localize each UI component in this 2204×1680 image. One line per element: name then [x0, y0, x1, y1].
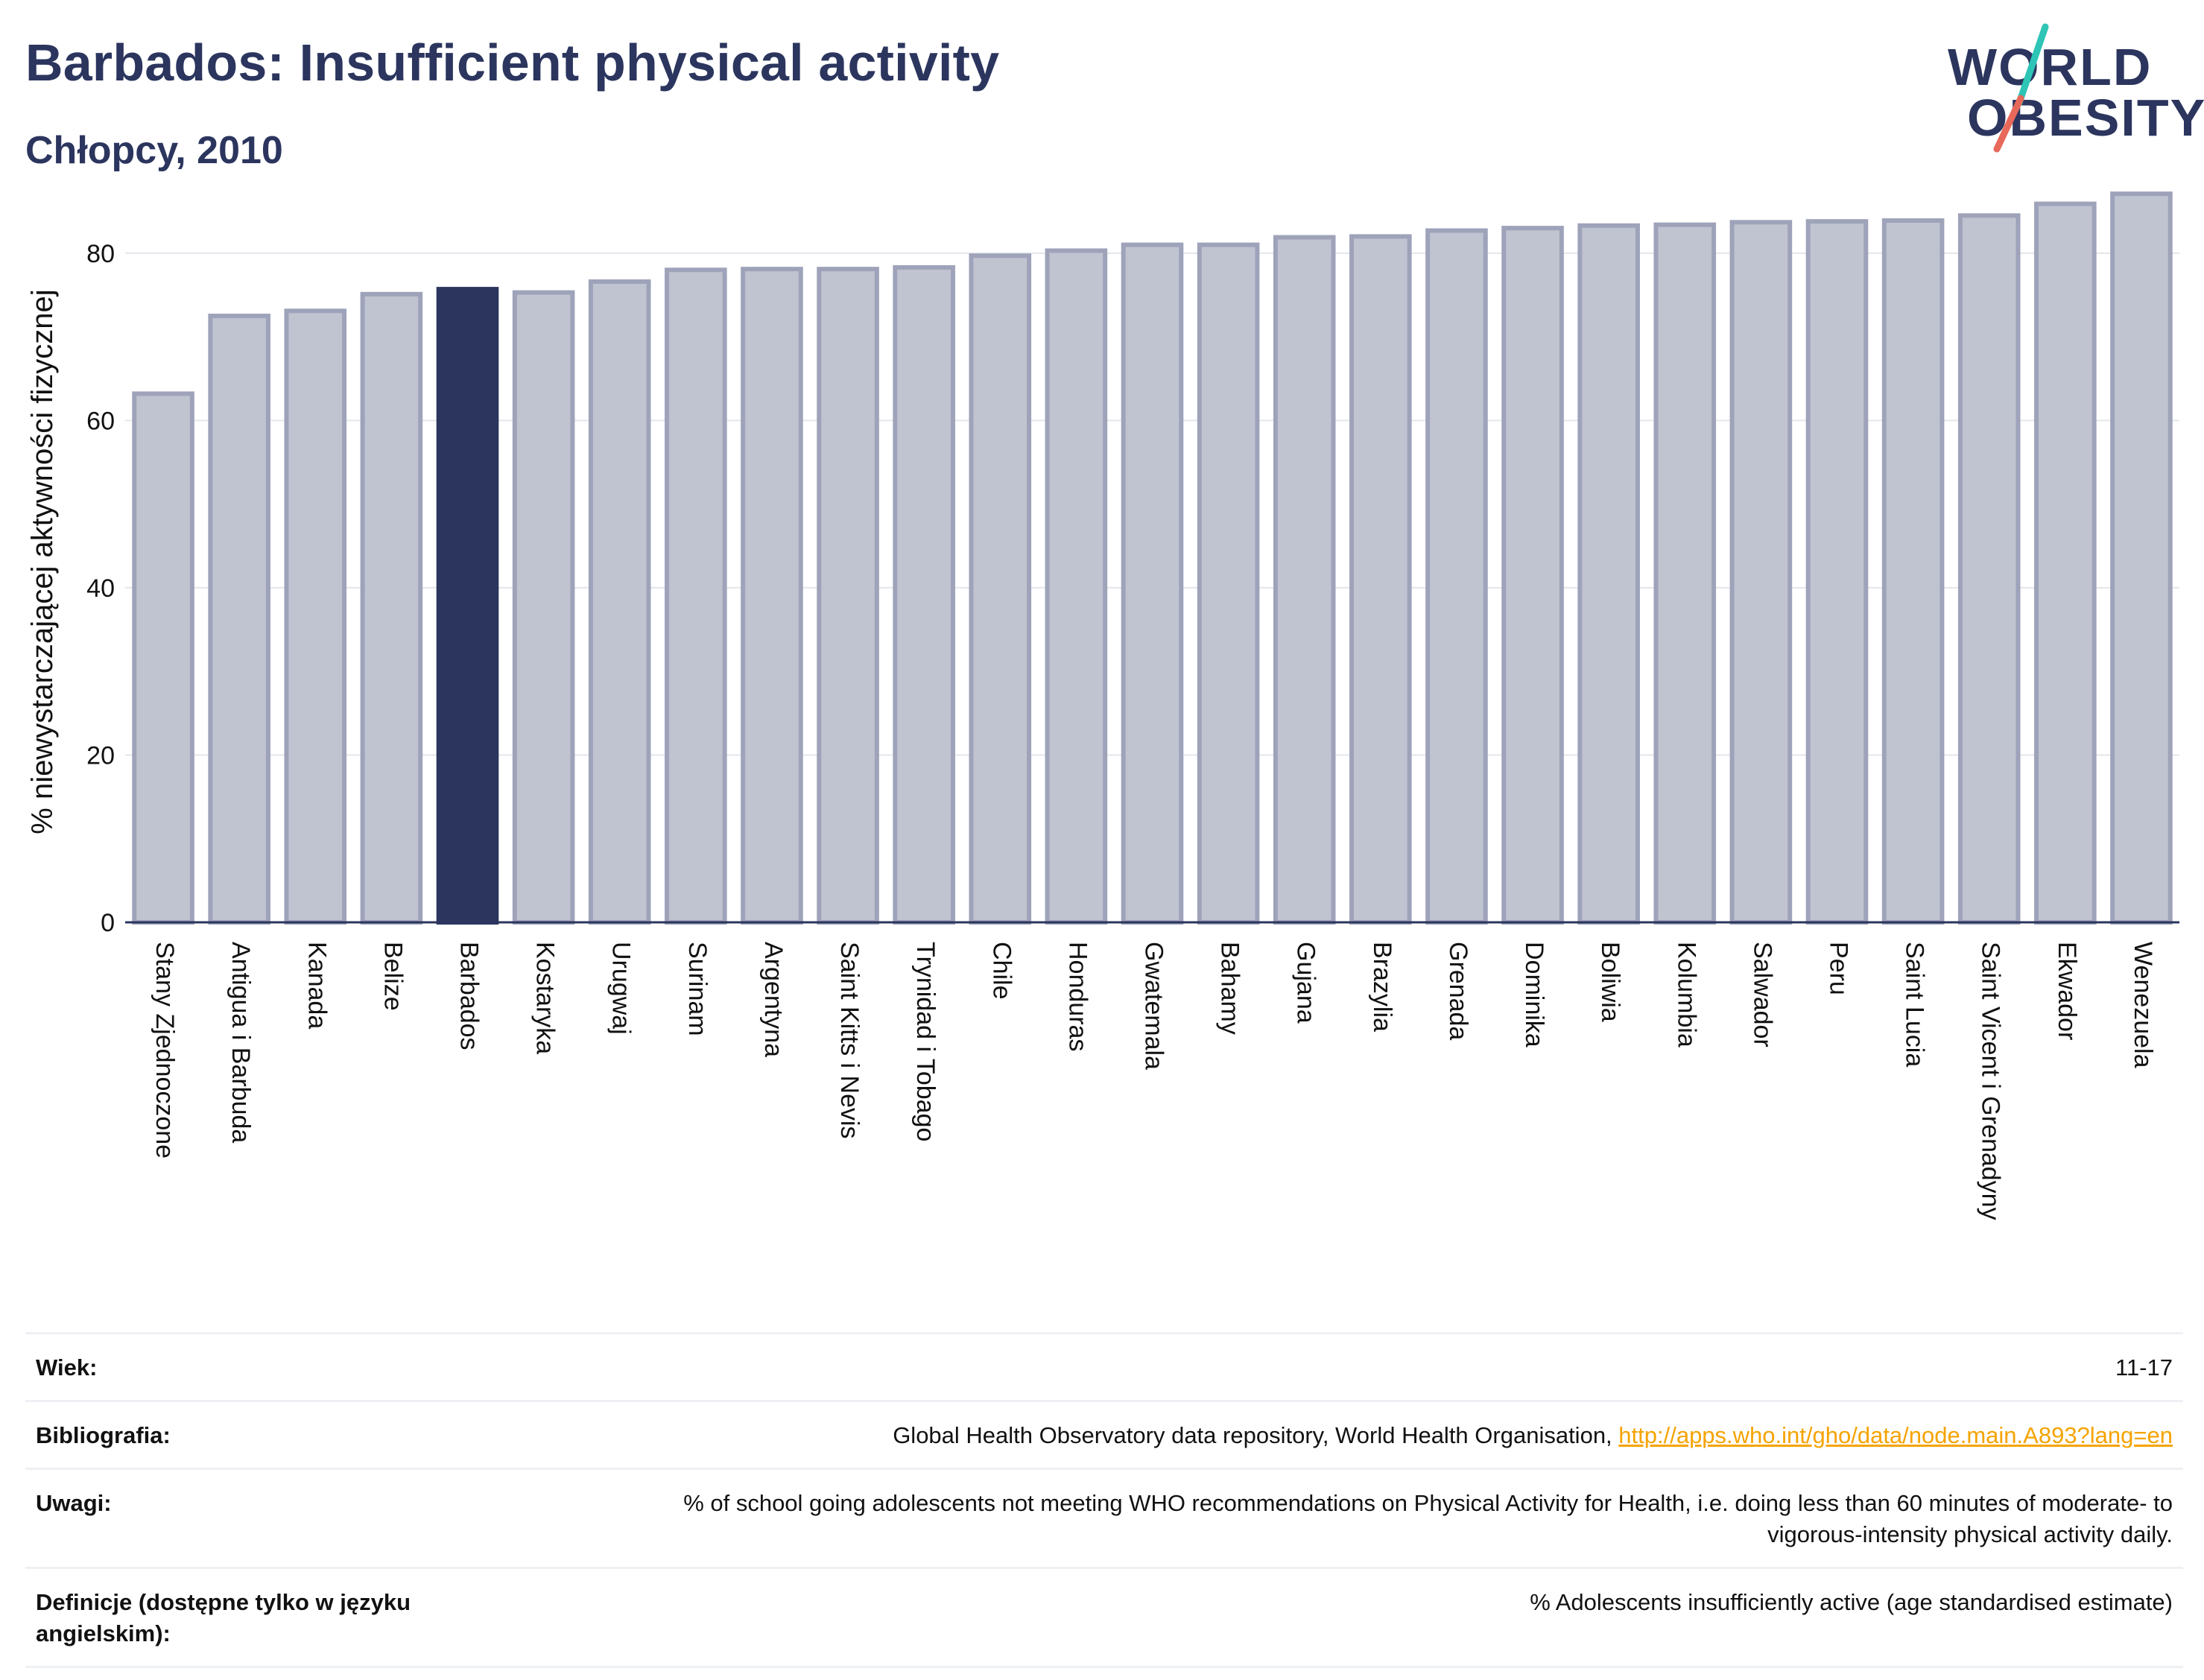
- meta-row-notes: Uwagi: % of school going adolescents not…: [25, 1470, 2183, 1569]
- bar: [893, 264, 955, 925]
- bar: [208, 314, 270, 925]
- bar: [969, 253, 1032, 925]
- bar: [665, 267, 727, 925]
- x-tick-label: Trynidad i Tobago: [911, 942, 940, 1141]
- x-tick-label: Stany Zjednoczone: [151, 942, 179, 1158]
- x-tick-label: Urugwaj: [607, 942, 636, 1035]
- x-tick-label: Dominika: [1520, 942, 1548, 1047]
- x-tick-label: Honduras: [1063, 942, 1092, 1051]
- meta-value: Global Health Observatory data repositor…: [498, 1420, 2173, 1451]
- meta-row-age: Wiek: 11-17: [25, 1334, 2183, 1402]
- x-tick-label: Brazylia: [1368, 942, 1396, 1032]
- meta-row-definitions: Definicje (dostępne tylko w języku angie…: [25, 1569, 2183, 1668]
- logo-slash-icon: [1993, 23, 2049, 153]
- y-tick-label: 0: [101, 909, 115, 937]
- meta-label: Definicje (dostępne tylko w języku angie…: [36, 1589, 411, 1646]
- bar: [1729, 220, 1793, 925]
- metadata-table: Wiek: 11-17 Bibliografia: Global Health …: [25, 1332, 2183, 1668]
- bar: [817, 267, 879, 925]
- source-link[interactable]: http://apps.who.int/gho/data/node.main.A…: [1618, 1422, 2173, 1448]
- x-tick-label: Gwatemala: [1140, 942, 1168, 1070]
- meta-row-bibliography: Bibliografia: Global Health Observatory …: [25, 1402, 2183, 1470]
- y-axis-label: % niewystarczającej aktywności fizycznej: [26, 289, 59, 834]
- bar: [1045, 248, 1108, 925]
- y-tick-label: 80: [86, 240, 115, 268]
- x-tick-label: Kostaryka: [531, 942, 560, 1054]
- bar: [1957, 213, 2021, 925]
- x-tick-label: Gujana: [1292, 942, 1320, 1024]
- x-tick-label: Saint Vicent i Grenadyny: [1977, 942, 2005, 1220]
- x-tick-label: Bahamy: [1216, 942, 1244, 1035]
- chart-canvas: 0 20 40 60 80 Stany Zjednoczone Antigua i Barb…: [26, 191, 2179, 1220]
- x-tick-label: Antigua i Barbuda: [227, 942, 255, 1143]
- bar: [1881, 218, 1945, 925]
- bar: [284, 308, 347, 925]
- bar: [741, 267, 803, 925]
- x-tick-label: Salwador: [1748, 942, 1776, 1047]
- x-tick-label: Chile: [987, 942, 1016, 999]
- meta-label: Bibliografia:: [36, 1422, 171, 1448]
- logo-line1: WORLD: [1948, 38, 2153, 96]
- bar: [436, 287, 499, 925]
- bar-chart: 0 20 40 60 80 Stany Zjednoczone Antigua i Barb…: [0, 186, 2204, 1330]
- page-title: Barbados: Insufficient physical activity: [25, 34, 1000, 92]
- bar: [1121, 242, 1184, 925]
- bar: [2110, 191, 2173, 925]
- meta-label: Uwagi:: [36, 1490, 112, 1516]
- meta-label: Wiek:: [36, 1354, 98, 1381]
- y-tick-label: 20: [86, 741, 115, 770]
- x-tick-label: Surinam: [683, 942, 712, 1036]
- x-tick-label: Wenezuela: [2129, 942, 2157, 1068]
- y-tick-label: 60: [86, 407, 115, 435]
- bar: [1273, 235, 1336, 925]
- x-tick-label: Saint Lucia: [1901, 942, 1929, 1067]
- logo-line2: OBESITY: [1967, 89, 2204, 147]
- bar: [1501, 226, 1564, 925]
- x-tick-label: Barbados: [455, 942, 484, 1050]
- x-tick-label: Belize: [379, 942, 407, 1011]
- page-subtitle: Chłopcy, 2010: [25, 129, 283, 172]
- x-tick-label: Saint Kitts i Nevis: [835, 942, 864, 1139]
- x-tick-label: Kolumbia: [1672, 942, 1700, 1047]
- meta-value: 11-17: [2115, 1354, 2173, 1381]
- x-tick-label: Boliwia: [1596, 942, 1624, 1022]
- y-tick-label: 40: [86, 574, 115, 603]
- x-tick-label: Ekwador: [2053, 942, 2081, 1040]
- bar: [1653, 222, 1717, 925]
- bar: [1197, 242, 1260, 925]
- bar: [1805, 219, 1869, 925]
- meta-value: % of school going adolescents not meetin…: [683, 1490, 2173, 1547]
- bar: [512, 290, 575, 925]
- bar: [2034, 201, 2097, 925]
- meta-value: % Adolescents insufficiently active (age…: [1530, 1589, 2173, 1615]
- world-obesity-logo[interactable]: WORLD OBESITY: [1937, 22, 2204, 156]
- bar: [1349, 234, 1412, 925]
- meta-source-text: Global Health Observatory data repositor…: [893, 1422, 1619, 1448]
- bar: [588, 279, 651, 925]
- x-tick-label: Argentyna: [759, 942, 788, 1057]
- x-tick-label: Kanada: [303, 942, 331, 1029]
- bar: [1425, 228, 1488, 925]
- x-tick-label: Peru: [1825, 942, 1853, 995]
- bar: [1577, 223, 1640, 925]
- bar: [132, 391, 194, 925]
- x-tick-label: Grenada: [1444, 942, 1472, 1040]
- bar: [360, 291, 423, 925]
